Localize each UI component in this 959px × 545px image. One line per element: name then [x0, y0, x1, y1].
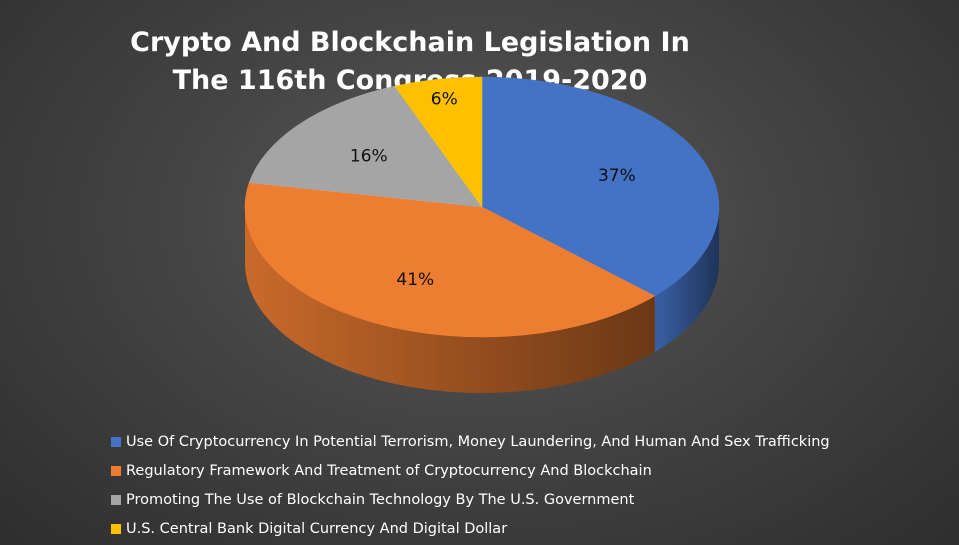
- chart-title-line-1: Crypto And Blockchain Legislation In: [130, 27, 690, 58]
- legend-swatch: [111, 465, 121, 476]
- chart-title: Crypto And Blockchain Legislation In The…: [0, 24, 820, 100]
- pie-slice-side: [654, 207, 719, 352]
- pie-data-label: 41%: [396, 270, 434, 290]
- legend-item: Regulatory Framework And Treatment of Cr…: [111, 456, 830, 485]
- pie-data-labels: 37% 41% 16% 6%: [350, 89, 636, 289]
- legend-item: Use Of Cryptocurrency In Potential Terro…: [111, 427, 830, 456]
- pie-sides: [244, 207, 719, 393]
- legend-swatch: [111, 523, 121, 534]
- legend-label: Promoting The Use of Blockchain Technolo…: [126, 491, 635, 508]
- legend-label: U.S. Central Bank Digital Currency And D…: [126, 520, 508, 537]
- pie-data-label: 6%: [431, 89, 458, 109]
- legend-swatch: [111, 494, 121, 505]
- legend-swatch: [111, 436, 121, 447]
- pie-slice: [394, 76, 483, 208]
- pie-top: [244, 76, 720, 338]
- pie-data-label: 37%: [598, 166, 636, 186]
- legend-label: Regulatory Framework And Treatment of Cr…: [126, 462, 652, 479]
- pie-slice: [244, 182, 656, 338]
- chart-legend: Use Of Cryptocurrency In Potential Terro…: [111, 427, 830, 543]
- pie-data-label: 16%: [350, 147, 388, 167]
- legend-label: Use Of Cryptocurrency In Potential Terro…: [126, 433, 830, 450]
- legend-item: Promoting The Use of Blockchain Technolo…: [111, 485, 830, 514]
- pie-slice-side: [244, 207, 655, 393]
- pie-slice: [481, 76, 720, 297]
- pie-slice: [248, 85, 483, 208]
- legend-item: U.S. Central Bank Digital Currency And D…: [111, 514, 830, 543]
